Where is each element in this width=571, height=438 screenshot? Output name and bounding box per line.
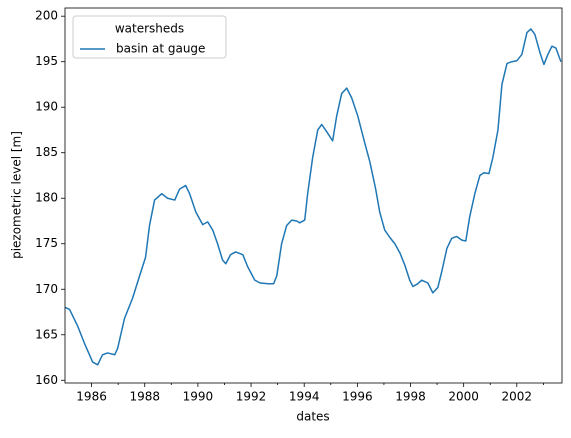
legend-title: watersheds xyxy=(115,22,184,36)
y-tick-label: 170 xyxy=(35,282,58,296)
y-tick-label: 200 xyxy=(35,9,58,23)
y-tick-label: 190 xyxy=(35,100,58,114)
x-tick-label: 2002 xyxy=(502,390,533,404)
plot-frame xyxy=(64,7,563,384)
x-tick-label: 1988 xyxy=(129,390,160,404)
y-tick-label: 160 xyxy=(35,373,58,387)
y-tick-label: 195 xyxy=(35,54,58,68)
x-tick-label: 1990 xyxy=(183,390,214,404)
x-tick-label: 1998 xyxy=(395,390,426,404)
x-tick-label: 1986 xyxy=(76,390,107,404)
x-tick-label: 1994 xyxy=(289,390,320,404)
y-tick-label: 175 xyxy=(35,236,58,250)
x-axis-label: dates xyxy=(296,410,329,424)
y-axis-label: piezometric level [m] xyxy=(10,131,24,259)
line-series xyxy=(64,28,562,366)
x-tick-label: 1992 xyxy=(236,390,267,404)
x-tick-label: 2000 xyxy=(448,390,479,404)
x-tick-label: 1996 xyxy=(342,390,373,404)
y-tick-label: 185 xyxy=(35,145,58,159)
y-tick-label: 165 xyxy=(35,327,58,341)
y-tick-label: 180 xyxy=(35,191,58,205)
legend-box xyxy=(72,15,227,59)
legend-label: basin at gauge xyxy=(116,42,205,56)
